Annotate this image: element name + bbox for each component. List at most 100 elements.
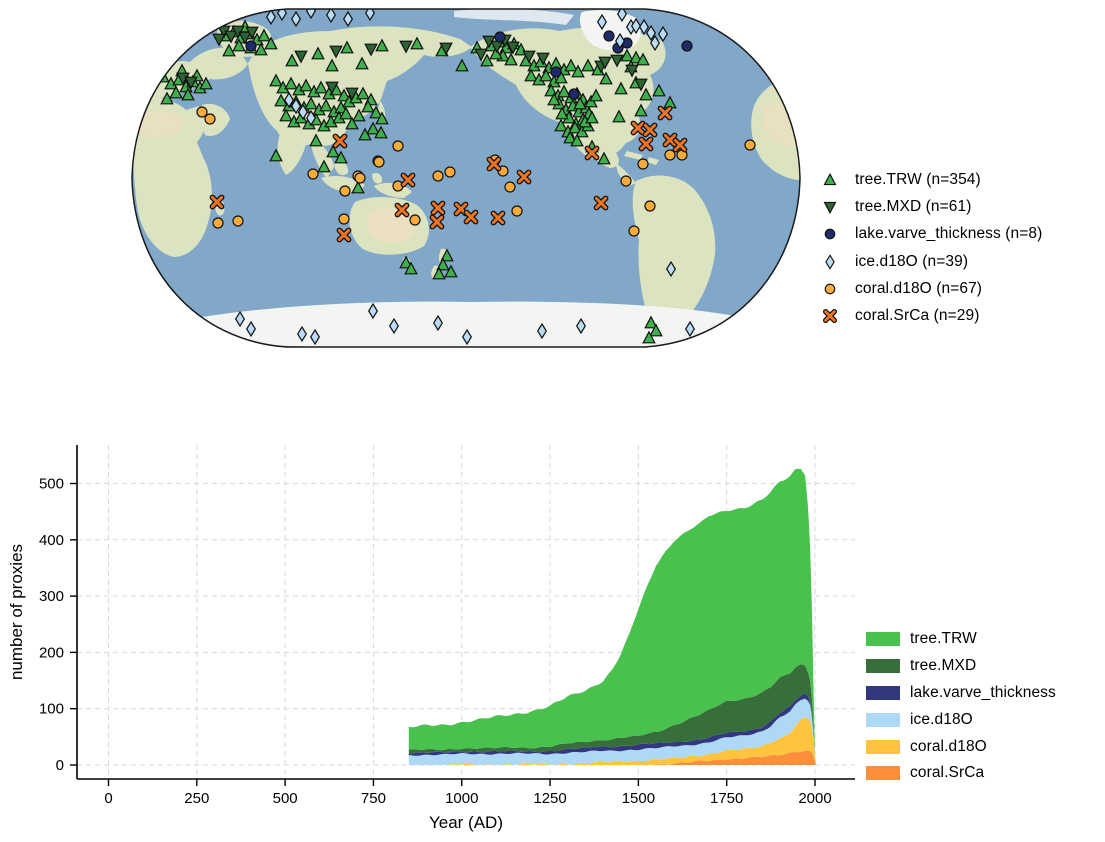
chart-legend-item-tree.MXD: tree.MXD xyxy=(866,653,1056,680)
triangle-up-marker xyxy=(356,86,370,100)
map-legend-label: ice.d18O (n=39) xyxy=(855,252,969,270)
triangle-up-marker xyxy=(432,266,446,280)
circle-marker xyxy=(373,156,385,168)
diamond-marker xyxy=(296,325,308,343)
triangle-up-marker xyxy=(160,91,174,105)
triangle-up-icon xyxy=(818,169,842,191)
triangle-up-marker xyxy=(345,116,359,130)
triangle-up-marker xyxy=(304,96,318,110)
triangle-up-marker xyxy=(581,58,595,72)
x-tick-label: 1250 xyxy=(533,790,566,807)
map-legend: tree.TRW (n=354) tree.MXD (n=61) lake.varv… xyxy=(818,166,1042,330)
triangle-up-marker xyxy=(257,28,271,42)
triangle-up-marker xyxy=(254,42,268,56)
triangle-up-marker xyxy=(554,70,568,84)
diamond-marker xyxy=(665,260,677,278)
triangle-up-marker xyxy=(568,120,582,134)
chart-legend-item-lake.varve_thickness: lake.varve_thickness xyxy=(866,680,1056,707)
triangle-down-marker xyxy=(598,56,612,70)
circle-marker xyxy=(432,170,444,182)
triangle-up-marker xyxy=(264,36,278,50)
diamond-marker xyxy=(388,317,400,335)
triangle-up-marker xyxy=(351,180,365,194)
y-tick-label: 0 xyxy=(56,757,64,774)
triangle-down-marker xyxy=(245,26,259,40)
triangle-up-marker xyxy=(612,109,626,123)
x-tick-label: 1750 xyxy=(710,790,743,807)
triangle-up-marker xyxy=(620,48,634,62)
triangle-up-marker xyxy=(480,53,494,67)
color-swatch-icon xyxy=(866,685,900,700)
chart-legend-item-ice.d18O: ice.d18O xyxy=(866,706,1056,733)
triangle-up-marker xyxy=(614,81,628,95)
triangle-up-marker xyxy=(504,52,518,66)
triangle-up-marker xyxy=(636,52,650,66)
x-tick-label: 500 xyxy=(273,790,298,807)
triangle-down-marker xyxy=(325,81,339,95)
triangle-up-marker xyxy=(366,121,380,135)
circle-marker xyxy=(504,181,516,193)
triangle-down-marker xyxy=(634,78,648,92)
diamond-marker xyxy=(461,328,473,346)
x-marker xyxy=(630,120,646,136)
x-tick-label: 1500 xyxy=(622,790,655,807)
diamond-marker xyxy=(432,314,444,332)
triangle-down-marker xyxy=(474,48,488,62)
triangle-up-marker xyxy=(340,40,354,54)
map-markers-tree.MXD xyxy=(176,25,648,101)
triangle-down-marker xyxy=(399,40,413,54)
triangle-down-marker xyxy=(439,42,453,56)
triangle-up-marker xyxy=(358,127,372,141)
triangle-down-marker xyxy=(184,76,198,90)
x-tick-label: 2000 xyxy=(798,790,831,807)
circle-marker xyxy=(550,66,562,78)
diamond-marker xyxy=(536,322,548,340)
circle-marker xyxy=(444,166,456,178)
landmass-borneo xyxy=(334,161,349,176)
triangle-down-marker xyxy=(610,54,624,68)
desert-australia xyxy=(367,208,417,244)
x-marker xyxy=(642,122,658,138)
triangle-up-marker xyxy=(410,36,424,50)
triangle-up-marker xyxy=(352,108,366,122)
triangle-up-marker xyxy=(232,38,246,52)
y-tick-label: 400 xyxy=(39,532,64,549)
circle-marker xyxy=(628,225,640,237)
diamond-marker xyxy=(325,9,337,24)
x-marker xyxy=(490,210,506,226)
triangle-up-marker xyxy=(317,159,331,173)
triangle-up-marker xyxy=(269,148,283,162)
triangle-up-marker xyxy=(334,150,348,164)
triangle-up-marker xyxy=(554,118,568,132)
triangle-up-marker xyxy=(375,38,389,52)
circle-marker xyxy=(511,205,523,217)
map-legend-item-lake.varve_thickness: lake.varve_thickness (n=8) xyxy=(818,221,1042,248)
diamond-marker xyxy=(297,103,309,121)
x-icon xyxy=(818,305,842,327)
triangle-down-marker xyxy=(345,87,359,101)
circle-marker xyxy=(196,106,208,118)
diamond-marker xyxy=(684,320,696,338)
map-markers-coral.SrCa xyxy=(209,105,688,243)
map-legend-label: lake.varve_thickness (n=8) xyxy=(855,225,1043,243)
color-swatch-icon xyxy=(866,739,900,754)
chart-legend-item-coral.SrCa: coral.SrCa xyxy=(866,760,1056,787)
triangle-up-marker xyxy=(399,255,413,269)
diamond-marker xyxy=(342,10,354,28)
circle-marker xyxy=(338,213,350,225)
triangle-down-marker xyxy=(224,30,238,44)
triangle-up-marker xyxy=(564,58,578,72)
map-legend-label: coral.SrCa (n=29) xyxy=(855,307,980,325)
diamond-marker xyxy=(290,97,302,115)
area-tree.TRW xyxy=(408,468,816,761)
triangle-up-marker xyxy=(557,84,571,98)
map-markers-coral.d18O xyxy=(196,106,756,237)
diamond-marker xyxy=(283,91,295,109)
triangle-up-marker xyxy=(440,248,454,262)
x-marker xyxy=(593,195,609,211)
triangle-up-marker xyxy=(455,58,469,72)
map-markers-tree.TRW xyxy=(156,19,677,344)
diamond-marker xyxy=(638,18,650,36)
x-marker xyxy=(463,209,479,225)
diamond-marker xyxy=(234,310,246,328)
